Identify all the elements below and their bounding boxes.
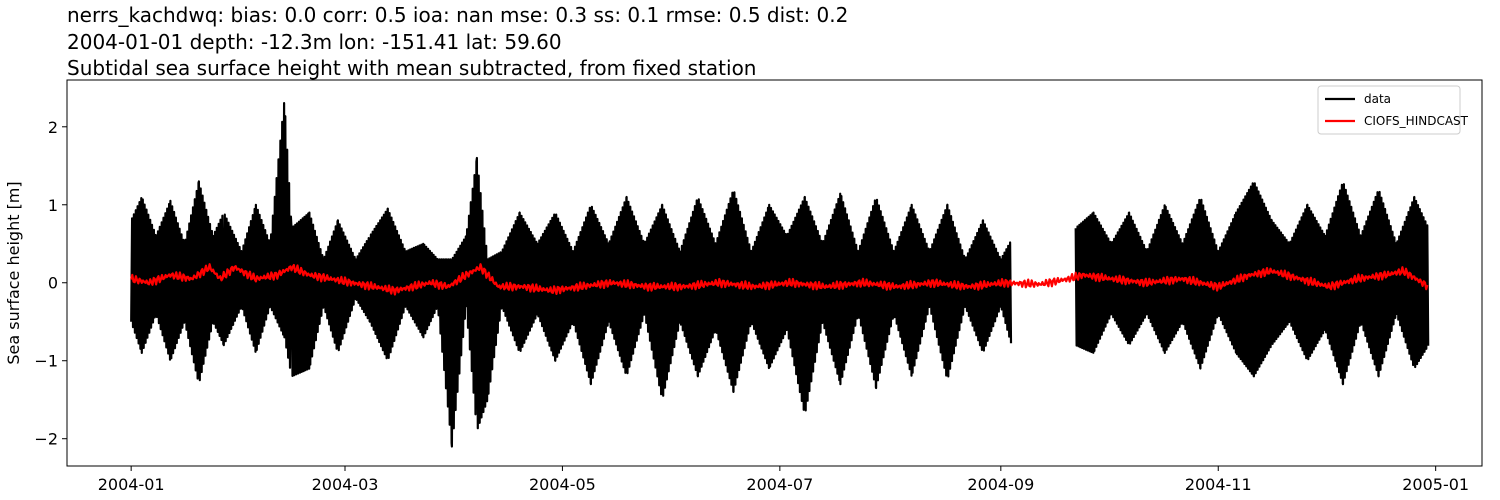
x-tick-label: 2004-03	[312, 475, 379, 494]
title-line-1: nerrs_kachdwq: bias: 0.0 corr: 0.5 ioa: …	[67, 3, 848, 27]
y-tick-label: 0	[48, 274, 58, 293]
plot-frame	[66, 79, 1483, 467]
data-series-segment-1	[1074, 182, 1430, 386]
legend-data-label: data	[1364, 92, 1391, 106]
chart-title: nerrs_kachdwq: bias: 0.0 corr: 0.5 ioa: …	[67, 3, 848, 80]
x-tick-label: 2004-11	[1185, 475, 1252, 494]
y-axis-label: Sea surface height [m]	[4, 181, 23, 364]
ciofs-hindcast-series-line	[130, 263, 1429, 296]
plot-area	[130, 101, 1430, 448]
x-tick-label: 2004-09	[967, 475, 1034, 494]
data-series-segment-0	[130, 101, 1013, 448]
y-tick-label: −2	[34, 430, 58, 449]
y-tick-label: 1	[48, 196, 58, 215]
x-tick-label: 2004-01	[98, 475, 165, 494]
x-tick-label: 2004-07	[746, 475, 813, 494]
legend: data CIOFS_HINDCAST	[1317, 85, 1469, 135]
title-line-2: 2004-01-01 depth: -12.3m lon: -151.41 la…	[67, 30, 562, 54]
y-tick-label: 2	[48, 118, 58, 137]
y-tick-label: −1	[34, 352, 58, 371]
x-tick-label: 2005-01	[1402, 475, 1469, 494]
title-line-3: Subtidal sea surface height with mean su…	[67, 56, 756, 80]
legend-ciofs-label: CIOFS_HINDCAST	[1364, 114, 1469, 128]
x-tick-label: 2004-05	[529, 475, 596, 494]
axes: 2004-01 2004-03 2004-05 2004-07 2004-09 2004-…	[34, 79, 1483, 494]
